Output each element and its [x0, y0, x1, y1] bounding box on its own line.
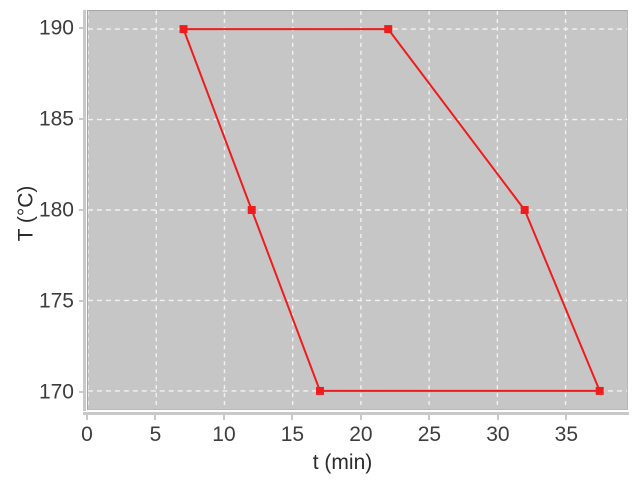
- x-tick-label: 15: [280, 423, 305, 446]
- data-point-marker: [315, 386, 324, 395]
- x-axis-spine: [83, 412, 629, 415]
- data-point-marker: [520, 206, 529, 214]
- x-tick-mark: [291, 415, 294, 420]
- data-series-line: [179, 25, 604, 395]
- x-tick-label: 5: [149, 423, 162, 446]
- series-path: [182, 28, 602, 392]
- y-tick-label: 190: [38, 16, 74, 40]
- x-tick-label: 20: [349, 423, 373, 446]
- y-tick-label: 185: [38, 107, 74, 131]
- x-tick-label: 35: [554, 423, 579, 446]
- x-axis-label-text: t (min): [312, 451, 373, 474]
- x-tick-mark: [565, 415, 568, 420]
- x-axis-label: t (min): [0, 452, 640, 473]
- x-tick-mark: [428, 415, 431, 420]
- x-tick-label: 0: [81, 423, 93, 446]
- plot-area: [87, 10, 628, 410]
- x-tick-mark: [222, 415, 225, 420]
- x-tick-mark: [86, 415, 88, 420]
- y-tick-mark: [79, 299, 84, 302]
- y-tick-mark: [79, 390, 84, 393]
- y-axis-label: T (°C): [14, 185, 38, 242]
- data-point-marker: [247, 206, 256, 214]
- x-tick-label: 30: [486, 423, 510, 446]
- y-tick-label: 170: [38, 380, 74, 404]
- data-point-marker: [384, 25, 393, 34]
- x-tick-mark: [154, 415, 157, 420]
- data-point-marker: [595, 386, 604, 395]
- x-tick-mark: [496, 415, 499, 420]
- x-tick-label: 10: [212, 423, 236, 446]
- y-tick-mark: [79, 27, 84, 30]
- x-tick-label: 25: [417, 423, 442, 446]
- y-axis-spine: [83, 10, 86, 411]
- data-point-marker: [179, 25, 188, 34]
- y-tick-mark: [79, 209, 84, 211]
- y-tick-mark: [79, 118, 84, 121]
- y-tick-label: 175: [38, 289, 74, 313]
- y-tick-label: 180: [38, 198, 74, 222]
- x-tick-mark: [359, 415, 362, 420]
